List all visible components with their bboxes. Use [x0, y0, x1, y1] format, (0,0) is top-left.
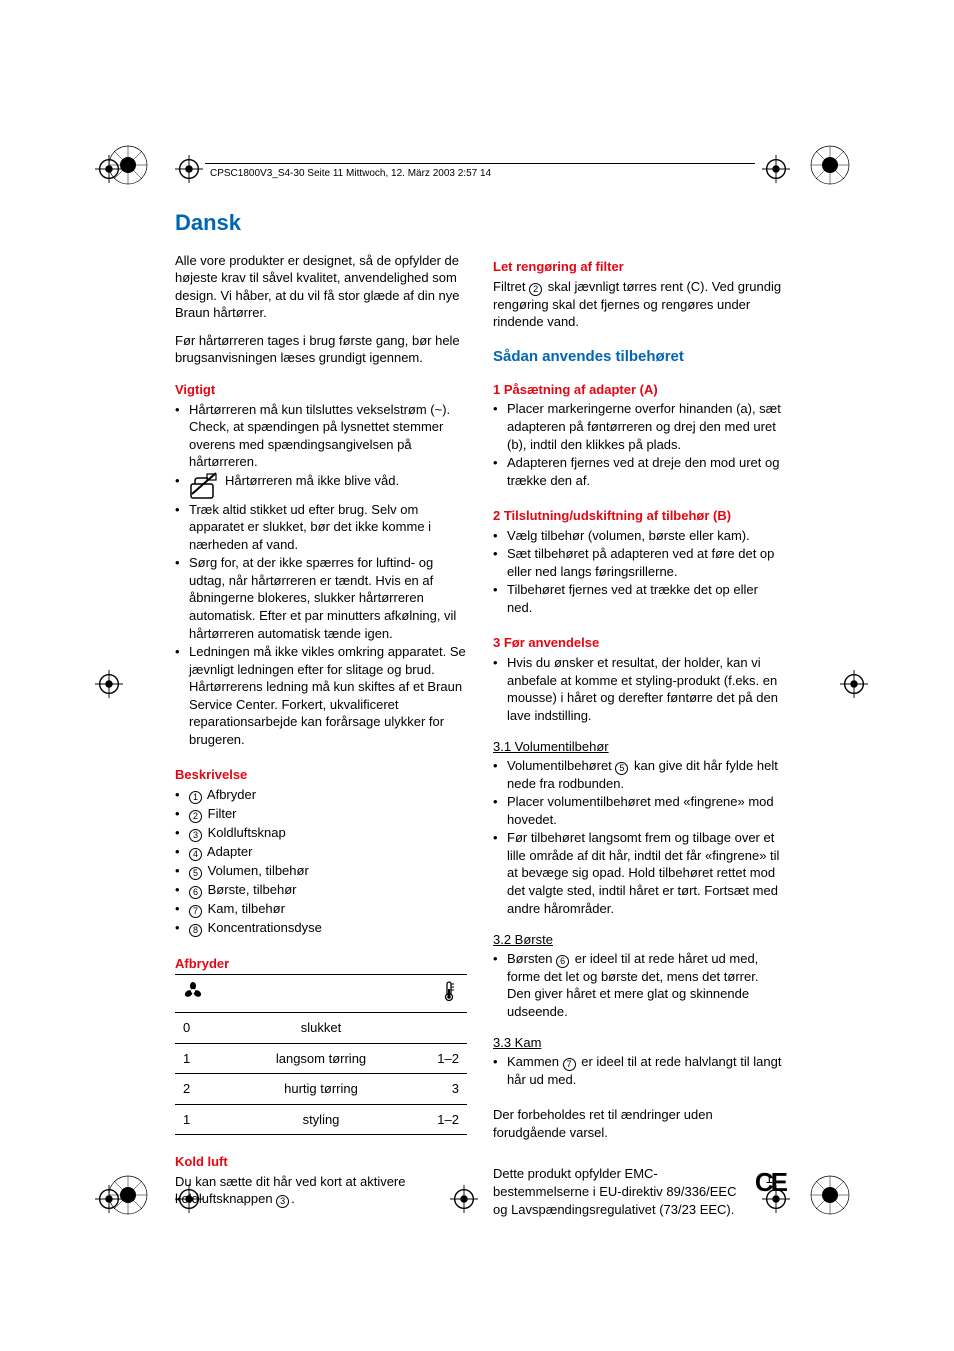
- list-item: Placer volumentilbehøret med «fingrene» …: [493, 793, 785, 828]
- table-cell: 1–2: [409, 1104, 467, 1135]
- vigtigt-list: Hårtørreren må kun tilsluttes vekselstrø…: [175, 401, 467, 749]
- rengoring-text: Filtret 2 skal jævnligt tørres rent (C).…: [493, 278, 785, 331]
- beskrivelse-heading: Beskrivelse: [175, 766, 467, 784]
- table-row: 0 slukket: [175, 1013, 467, 1044]
- list-item: Placer markeringerne overfor hinanden (a…: [493, 400, 785, 453]
- reg-mark-mid-left: [95, 670, 123, 698]
- sec3-list: Hvis du ønsker et resultat, der holder, …: [493, 654, 785, 724]
- sub31-heading: 3.1 Volumentilbehør: [493, 738, 785, 756]
- thermometer-icon: [439, 989, 459, 1004]
- vigtigt-item-nowet: Hårtørreren må ikke blive våd.: [175, 472, 467, 500]
- beskrivelse-item: 6 Børste, tilbehør: [175, 881, 467, 899]
- reg-mark-top-right: [762, 155, 790, 183]
- list-item: Før tilbehøret langsomt frem og tilbage …: [493, 829, 785, 917]
- page-title: Dansk: [175, 208, 467, 238]
- corner-star-tr: [810, 145, 850, 185]
- sub32-list: Børsten 6 er ideel til at rede håret ud …: [493, 950, 785, 1021]
- header-rule: [205, 163, 755, 164]
- corner-star-tl: [108, 145, 148, 185]
- vigtigt-item: Sørg for, at der ikke spærres for luftin…: [175, 554, 467, 642]
- list-item: Tilbehøret fjernes ved at trække det op …: [493, 581, 785, 616]
- thermo-icon-cell: [409, 975, 467, 1013]
- right-column: Let rengøring af filter Filtret 2 skal j…: [493, 208, 785, 1228]
- sub32-heading: 3.2 Børste: [493, 931, 785, 949]
- table-cell: slukket: [233, 1013, 408, 1044]
- corner-star-br: [810, 1175, 850, 1215]
- vigtigt-item: Ledningen må ikke vikles omkring apparat…: [175, 643, 467, 748]
- sub33-heading: 3.3 Kam: [493, 1034, 785, 1052]
- compliance-text: CE Dette produkt opfylder EMC-bestemmels…: [493, 1165, 785, 1218]
- list-item: Vælg tilbehør (volumen, børste eller kam…: [493, 527, 785, 545]
- sec3-heading: 3 Før anvendelse: [493, 634, 785, 652]
- afbryder-heading: Afbryder: [175, 955, 467, 973]
- beskrivelse-item: 2 Filter: [175, 805, 467, 823]
- vigtigt-heading: Vigtigt: [175, 381, 467, 399]
- reg-mark-top-left-inner: [175, 155, 203, 183]
- table-row: 1 langsom tørring 1–2: [175, 1043, 467, 1074]
- beskrivelse-item: 4 Adapter: [175, 843, 467, 861]
- beskrivelse-list: 1 Afbryder 2 Filter 3 Koldluftsknap 4 Ad…: [175, 786, 467, 937]
- beskrivelse-item: 8 Koncentrationsdyse: [175, 919, 467, 937]
- vigtigt-item: Træk altid stikket ud efter brug. Selv o…: [175, 501, 467, 554]
- fan-icon: [183, 989, 203, 1004]
- left-column: Dansk Alle vore produkter er designet, s…: [175, 208, 467, 1228]
- table-cell: [233, 975, 408, 1013]
- table-cell: 0: [175, 1013, 233, 1044]
- koldluft-heading: Kold luft: [175, 1153, 467, 1171]
- fan-icon-cell: [175, 975, 233, 1013]
- intro-p1: Alle vore produkter er designet, så de o…: [175, 252, 467, 322]
- disclaimer-text: Der forbeholdes ret til ændringer uden f…: [493, 1106, 785, 1141]
- list-item: Kammen 7 er ideel til at rede halvlangt …: [493, 1053, 785, 1089]
- intro-p2: Før hårtørreren tages i brug første gang…: [175, 332, 467, 367]
- list-item: Hvis du ønsker et resultat, der holder, …: [493, 654, 785, 724]
- list-item: Volumentilbehøret 5 kan give dit hår fyl…: [493, 757, 785, 793]
- list-item: Adapteren fjernes ved at dreje den mod u…: [493, 454, 785, 489]
- table-cell: 3: [409, 1074, 467, 1105]
- table-cell: [409, 1013, 467, 1044]
- table-cell: styling: [233, 1104, 408, 1135]
- beskrivelse-item: 1 Afbryder: [175, 786, 467, 804]
- vigtigt-nowet-text: Hårtørreren må ikke blive våd.: [225, 472, 467, 500]
- list-item: Sæt tilbehøret på adapteren ved at føre …: [493, 545, 785, 580]
- beskrivelse-item: 7 Kam, tilbehør: [175, 900, 467, 918]
- corner-star-bl: [108, 1175, 148, 1215]
- sec1-heading: 1 Påsætning af adapter (A): [493, 381, 785, 399]
- table-row: 1 styling 1–2: [175, 1104, 467, 1135]
- beskrivelse-item: 5 Volumen, tilbehør: [175, 862, 467, 880]
- table-cell: 1: [175, 1104, 233, 1135]
- no-water-icon: [189, 472, 219, 500]
- table-cell: langsom tørring: [233, 1043, 408, 1074]
- table-cell: hurtig tørring: [233, 1074, 408, 1105]
- page-number: 11: [766, 1170, 780, 1188]
- table-cell: 1–2: [409, 1043, 467, 1074]
- header-text: CPSC1800V3_S4-30 Seite 11 Mittwoch, 12. …: [210, 167, 491, 181]
- table-row: [175, 975, 467, 1013]
- tilbehor-heading: Sådan anvendes tilbehøret: [493, 347, 785, 367]
- afbryder-table: 0 slukket 1 langsom tørring 1–2 2 hurtig…: [175, 974, 467, 1135]
- sec1-list: Placer markeringerne overfor hinanden (a…: [493, 400, 785, 489]
- sub33-list: Kammen 7 er ideel til at rede halvlangt …: [493, 1053, 785, 1089]
- rengoring-heading: Let rengøring af filter: [493, 258, 785, 276]
- reg-mark-mid-right: [840, 670, 868, 698]
- table-row: 2 hurtig tørring 3: [175, 1074, 467, 1105]
- table-cell: 2: [175, 1074, 233, 1105]
- list-item: Børsten 6 er ideel til at rede håret ud …: [493, 950, 785, 1021]
- sec2-list: Vælg tilbehør (volumen, børste eller kam…: [493, 527, 785, 617]
- vigtigt-item: Hårtørreren må kun tilsluttes vekselstrø…: [175, 401, 467, 471]
- sub31-list: Volumentilbehøret 5 kan give dit hår fyl…: [493, 757, 785, 917]
- content-area: Dansk Alle vore produkter er designet, s…: [175, 208, 785, 1228]
- sec2-heading: 2 Tilslutning/udskiftning af tilbehør (B…: [493, 507, 785, 525]
- table-cell: 1: [175, 1043, 233, 1074]
- koldluft-text: Du kan sætte dit hår ved kort at aktiver…: [175, 1173, 467, 1209]
- beskrivelse-item: 3 Koldluftsknap: [175, 824, 467, 842]
